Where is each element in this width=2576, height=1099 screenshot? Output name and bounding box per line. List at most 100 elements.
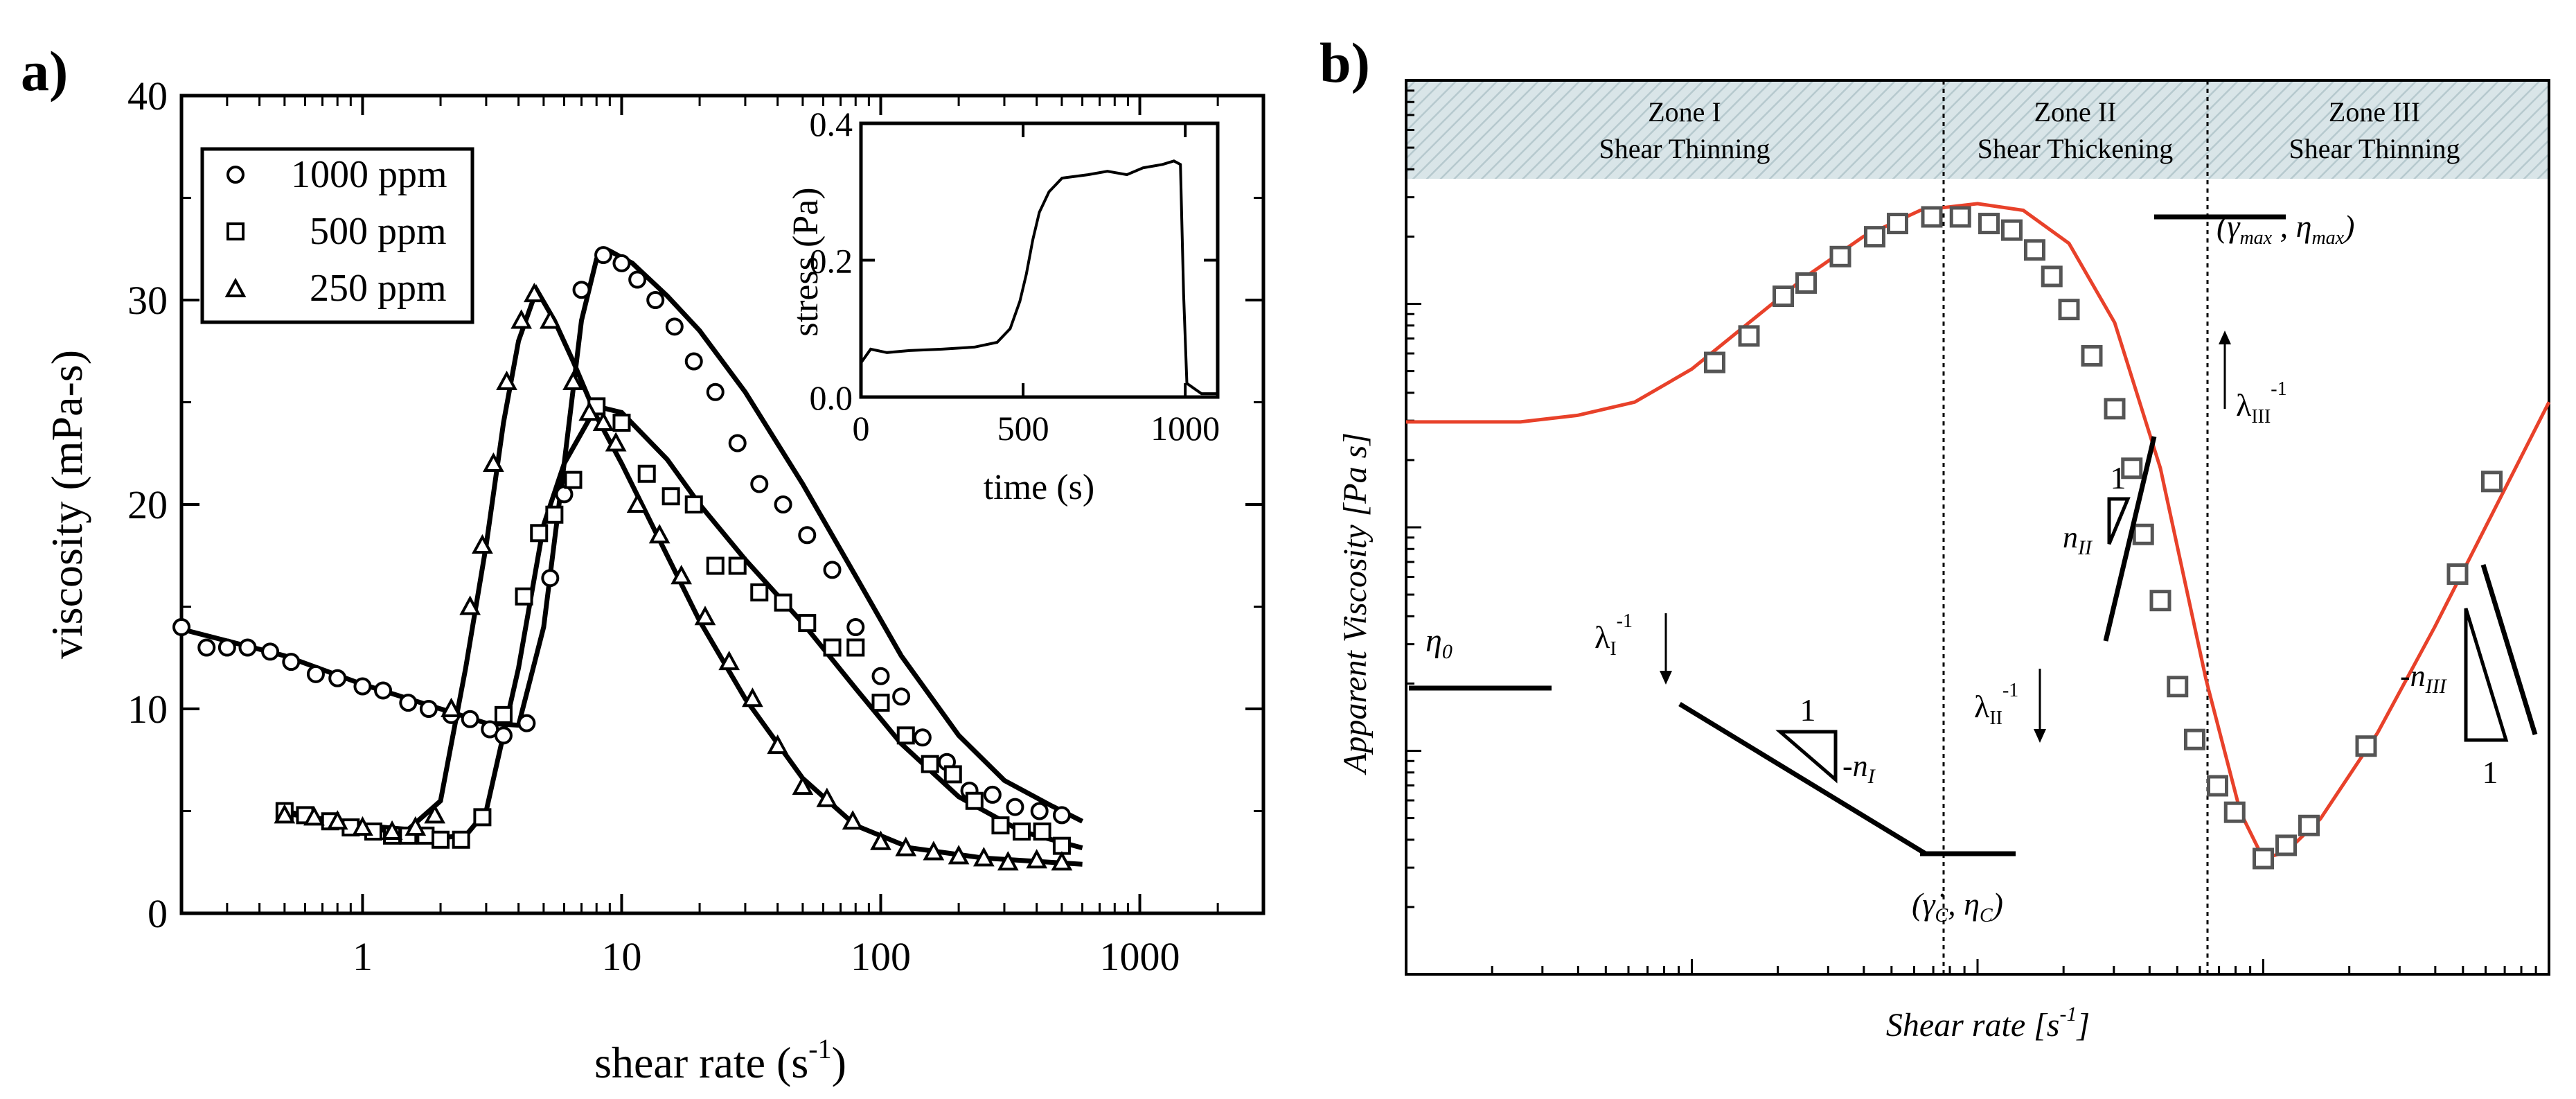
zone-band: [1406, 80, 2549, 179]
data-point-circle: [892, 687, 911, 706]
zone-1-subtitle: Shear Thinning: [1599, 133, 1770, 164]
data-point-triangle: [972, 847, 995, 867]
panel-a-legend: 1000 ppm 500 ppm 250 ppm: [200, 147, 474, 324]
inset-y-tick-label: 0.2: [810, 242, 853, 281]
panel-b-data-point: [2132, 523, 2154, 545]
data-point-triangle: [923, 841, 945, 861]
data-point-triangle: [523, 282, 545, 303]
data-point-square: [473, 808, 492, 827]
zone-1-title: Zone I: [1648, 96, 1721, 128]
data-point-triangle: [496, 370, 517, 390]
maximum-point-label: (γ̇max , ηmax): [2217, 209, 2354, 249]
data-point-square: [684, 495, 703, 513]
data-point-triangle: [948, 845, 970, 865]
data-point-circle: [328, 669, 347, 687]
panel-b-data-point: [2167, 676, 2189, 698]
data-point-circle: [665, 317, 684, 336]
panel-b-data-point: [2253, 847, 2274, 870]
panel-b-data-point: [2446, 563, 2469, 586]
zone-3-subtitle: Shear Thinning: [2289, 133, 2460, 164]
panel-b-data-point: [1949, 206, 1971, 228]
panel-b-label: b): [1320, 31, 1370, 94]
lambda3-label: λIII-1: [2236, 378, 2287, 428]
data-point-circle: [983, 785, 1002, 804]
lambda1-label: λI-1: [1595, 610, 1633, 660]
lambda2-label: λII-1: [1974, 680, 2018, 729]
panel-b-data-point: [2024, 239, 2045, 261]
data-point-triangle: [592, 411, 614, 431]
panel-b-y-axis-label: Apparent Viscosity [Pa s]: [1337, 432, 1374, 775]
data-point-square: [896, 726, 915, 745]
data-point-circle: [1006, 798, 1024, 816]
x-tick-label: 100: [851, 934, 911, 979]
zone3-slope-triangle: [2464, 608, 2509, 742]
zone-2-title: Zone II: [2034, 96, 2117, 128]
data-point-circle: [612, 254, 631, 272]
data-point-triangle: [842, 810, 864, 830]
data-point-triangle: [670, 565, 693, 585]
inset-ticks: 0 500 1000 0.0 0.2 0.4: [810, 105, 1220, 448]
zone3-slope-one: 1: [2482, 755, 2498, 790]
data-point-square: [774, 593, 792, 612]
panel-b-data-point: [1773, 285, 1794, 308]
data-point-circle: [172, 618, 190, 636]
panel-b-data-point: [2223, 801, 2246, 823]
panel-b-viscosity-schematic: b) Zone I Shear Thinning Zone II Shear T…: [1320, 31, 2551, 1044]
panel-b-data-point: [1921, 206, 1943, 228]
y-tick-label: 20: [127, 482, 168, 527]
data-point-triangle: [405, 816, 427, 836]
data-point-square: [545, 505, 564, 524]
data-point-triangle: [578, 401, 601, 421]
critical-point-label: (γ̇C, ηC): [1912, 886, 2003, 926]
data-point-triangle: [510, 309, 533, 329]
data-point-square: [432, 830, 450, 849]
data-point-square: [564, 471, 583, 489]
inset-x-tick-label: 0: [853, 409, 870, 448]
data-point-circle: [628, 270, 647, 289]
zone2-slope-triangle: [2107, 497, 2131, 545]
legend-box: [200, 147, 474, 324]
data-point-triangle: [816, 787, 838, 807]
panel-b-data-point: [2298, 814, 2320, 836]
data-point-square: [965, 791, 984, 810]
data-point-circle: [846, 618, 865, 636]
data-point-square: [1033, 823, 1051, 841]
zone1-slope-n: -nI: [1842, 749, 1876, 788]
data-point-triangle: [742, 687, 763, 707]
data-point-triangle: [1051, 851, 1073, 871]
panel-a-inset: 0 500 1000 0.0 0.2 0.4 stress (Pa) time (s): [786, 105, 1220, 507]
data-point-circle: [750, 475, 769, 493]
data-point-triangle: [694, 606, 716, 626]
data-point-square: [612, 414, 631, 432]
y-tick-label: 30: [127, 278, 168, 323]
data-point-circle: [374, 681, 393, 700]
panel-b-data-point: [1864, 226, 1885, 248]
panel-b-plot-frame: [1405, 79, 2550, 976]
legend-marker-500ppm: [226, 222, 245, 240]
panel-b-data-point: [2001, 219, 2023, 241]
data-point-square: [637, 464, 656, 483]
panel-b-x-axis-label: Shear rate [s-1]: [1886, 1003, 2090, 1044]
data-point-square: [871, 694, 890, 712]
legend-marker-250ppm: [224, 277, 247, 297]
x-tick-label: 1000: [1100, 934, 1180, 979]
data-point-circle: [572, 281, 591, 299]
data-point-square: [823, 638, 842, 657]
zone1-slope-triangle: [1775, 730, 1838, 784]
panel-b-ticks: [1405, 89, 2537, 976]
data-point-square: [921, 755, 939, 773]
zone1-slope-line: [1678, 702, 1927, 856]
panel-b-data-point: [2041, 265, 2063, 288]
data-point-square: [515, 587, 533, 606]
panel-a-label: a): [21, 39, 68, 103]
data-point-square: [846, 638, 865, 657]
lambda1-arrow-head: [1660, 671, 1672, 685]
data-point-square: [728, 556, 747, 575]
data-point-square: [943, 765, 962, 784]
data-point-triangle: [303, 806, 325, 826]
zone3-slope-line: [2480, 563, 2538, 736]
data-point-triangle: [1026, 849, 1048, 869]
panel-b-data-point: [1829, 245, 1851, 267]
inset-x-tick-label: 1000: [1151, 409, 1220, 448]
